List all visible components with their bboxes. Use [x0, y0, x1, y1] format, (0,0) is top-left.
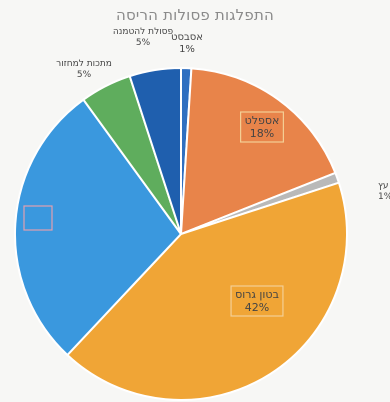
- slice-label: פרי עץ1%: [378, 181, 390, 202]
- label-box: [230, 285, 284, 317]
- slice-name-label: אספלט: [245, 114, 280, 127]
- chart-title: התפלגות פסולות הריסה: [115, 6, 275, 24]
- pie-slice: [14, 98, 183, 357]
- label-box: [240, 111, 284, 143]
- slice-value-label: 5%: [77, 70, 92, 80]
- slice-value-label: 5%: [136, 38, 151, 48]
- slice-label: [23, 205, 53, 231]
- slice-name-label: מתכות למחזור: [56, 59, 112, 69]
- pie-slice: [128, 66, 182, 235]
- label-box: [23, 205, 53, 231]
- slice-value-label: 18%: [250, 127, 274, 140]
- slice-name-label: אסבסט: [171, 32, 203, 43]
- slice-name-label: פרי עץ: [378, 181, 390, 191]
- slice-value-label: 42%: [245, 301, 269, 314]
- pie-slice: [65, 181, 349, 401]
- slice-name-label: פסולת להטמנה: [113, 27, 174, 37]
- slice-name-label: בטון גרוס: [235, 288, 279, 301]
- pie-slice: [179, 67, 337, 236]
- slice-value-label: 1%: [378, 192, 390, 202]
- slice-value-label: 1%: [179, 44, 195, 55]
